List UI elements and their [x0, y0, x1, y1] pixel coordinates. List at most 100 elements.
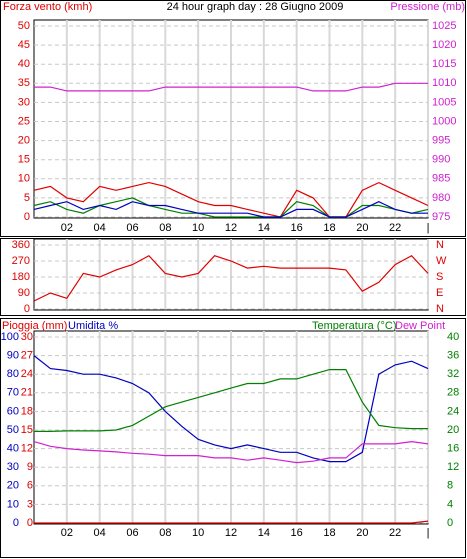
- y-tick-label: 0: [24, 211, 30, 223]
- x-tick-label: 14: [258, 527, 270, 539]
- y-tick-label: 60: [7, 405, 19, 417]
- y-tick-label: 50: [7, 424, 19, 436]
- x-tick-label: 04: [94, 222, 106, 234]
- y2-tick-label: 995: [432, 135, 450, 147]
- legend-entry: Dew Point: [395, 320, 445, 332]
- x-tick-label: 22: [389, 222, 401, 234]
- x-tick-label: 20: [356, 222, 368, 234]
- y2-tick-label: 1025: [432, 20, 456, 32]
- y2-tick-label: 1000: [432, 115, 456, 127]
- y-tick-label: 40: [18, 58, 30, 70]
- y-tick-label: 15: [18, 154, 30, 166]
- y-tick-label: 50: [18, 20, 30, 32]
- x-tick-label: 18: [323, 222, 335, 234]
- y2-tick-label: 24: [447, 405, 459, 417]
- y-tick-label: 20: [18, 135, 30, 147]
- y-tick-label: 0: [13, 517, 19, 529]
- y-tick-label: 10: [18, 173, 30, 185]
- y3-tick-label: 0: [27, 517, 33, 529]
- y3-tick-label: 12: [21, 443, 33, 455]
- y2-tick-label: 12: [447, 461, 459, 473]
- x-tick-label: |: [427, 527, 430, 539]
- y-tick-label: 90: [7, 350, 19, 362]
- x-tick-label: 22: [389, 527, 401, 539]
- axis-label: Pioggia (mm): [2, 320, 67, 332]
- y-tick-label: 270: [12, 255, 30, 267]
- y2-tick-label: 1020: [432, 39, 456, 51]
- y2-tick-label: 36: [447, 350, 459, 362]
- y-tick-label: 0: [24, 303, 30, 315]
- y-tick-label: 70: [7, 387, 19, 399]
- y2-tick-label: 980: [432, 192, 450, 204]
- y2-tick-label: 32: [447, 368, 459, 380]
- y3-tick-label: 6: [27, 480, 33, 492]
- series-line: [33, 440, 429, 464]
- y3-tick-label: 3: [27, 498, 33, 510]
- y2-tick-label: 16: [447, 443, 459, 455]
- x-tick-label: 06: [126, 527, 138, 539]
- y-tick-label: 20: [7, 480, 19, 492]
- chart-title: 24 hour graph day : 28 Giugno 2009: [167, 1, 344, 13]
- y3-tick-label: 21: [21, 387, 33, 399]
- y2-tick-label: 990: [432, 154, 450, 166]
- y2-tick-label: 985: [432, 173, 450, 185]
- y-tick-label: 30: [18, 96, 30, 108]
- series-line: [33, 181, 429, 218]
- y3-tick-label: 24: [21, 368, 33, 380]
- x-tick-label: 16: [291, 222, 303, 234]
- y-tick-label: 40: [7, 443, 19, 455]
- y2-tick-label: 20: [447, 424, 459, 436]
- y2-tick-label: 4: [447, 498, 453, 510]
- y3-tick-label: 30: [21, 331, 33, 343]
- x-tick-label: 18: [323, 527, 335, 539]
- x-tick-label: 02: [61, 527, 73, 539]
- x-tick-label: 12: [225, 527, 237, 539]
- y2-tick-label: N: [436, 239, 444, 251]
- x-tick-label: 08: [159, 527, 171, 539]
- y-tick-label: 45: [18, 39, 30, 51]
- y-tick-label: 5: [24, 192, 30, 204]
- series-line: [34, 82, 428, 92]
- y3-tick-label: 27: [21, 350, 33, 362]
- y-tick-label: 80: [7, 368, 19, 380]
- x-tick-label: 12: [225, 222, 237, 234]
- series-line: [34, 520, 429, 524]
- y2-tick-label: 40: [447, 331, 459, 343]
- x-tick-label: 10: [192, 222, 204, 234]
- x-tick-label: 20: [356, 527, 368, 539]
- y-tick-label: 35: [18, 77, 30, 89]
- y-tick-label: 100: [1, 331, 19, 343]
- y-tick-label: 90: [18, 287, 30, 299]
- series-line: [33, 355, 429, 463]
- x-tick-label: 02: [61, 222, 73, 234]
- y3-tick-label: 18: [21, 405, 33, 417]
- panel-frame: [0, 0, 466, 237]
- series-line: [33, 201, 428, 218]
- axis-label: Pressione (mb): [390, 1, 465, 13]
- y2-tick-label: S: [436, 271, 443, 283]
- y2-tick-label: N: [436, 303, 444, 315]
- series-line: [33, 254, 429, 302]
- y2-tick-label: 1005: [432, 96, 456, 108]
- y2-tick-label: W: [436, 255, 447, 267]
- y-tick-label: 360: [12, 239, 30, 251]
- x-tick-label: 16: [291, 527, 303, 539]
- y2-tick-label: 8: [447, 480, 453, 492]
- axis-label: Temperatura (°C): [312, 320, 396, 332]
- y2-tick-label: 1010: [432, 77, 456, 89]
- y-tick-label: 25: [18, 115, 30, 127]
- y-tick-label: 10: [7, 498, 19, 510]
- x-tick-label: 04: [94, 527, 106, 539]
- y2-tick-label: 28: [447, 387, 459, 399]
- y2-tick-label: 0: [447, 517, 453, 529]
- x-tick-label: |: [427, 222, 430, 234]
- y2-tick-label: E: [436, 287, 443, 299]
- x-tick-label: 08: [159, 222, 171, 234]
- panel-frame: [0, 318, 466, 558]
- y3-tick-label: 9: [27, 461, 33, 473]
- x-tick-label: 14: [258, 222, 270, 234]
- y-tick-label: 30: [7, 461, 19, 473]
- axis-label: Umidita %: [68, 320, 118, 332]
- x-tick-label: 06: [126, 222, 138, 234]
